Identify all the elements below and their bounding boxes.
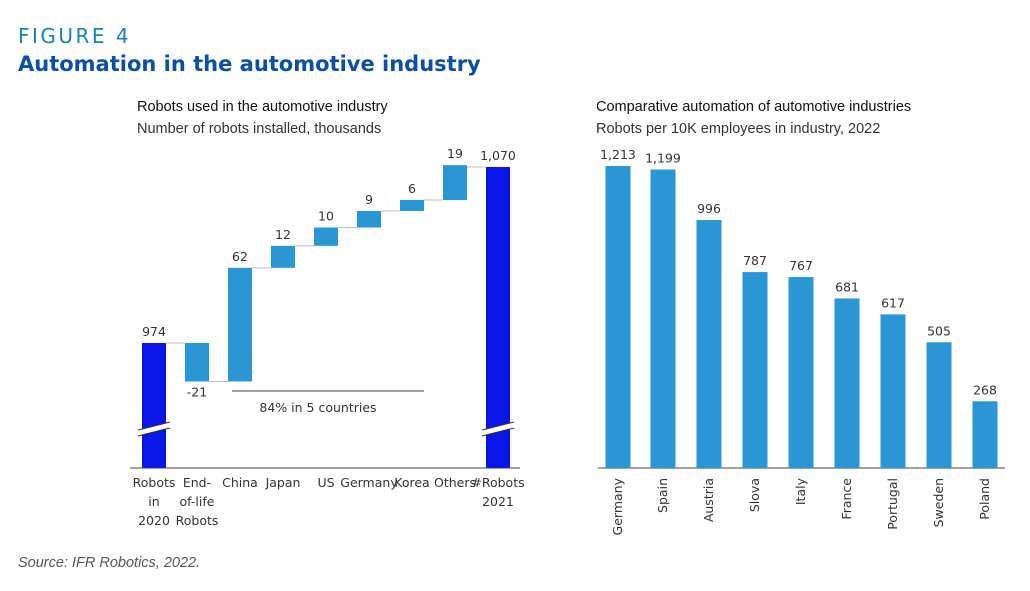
waterfall-value-label: 10 (318, 209, 334, 224)
country-bar (696, 220, 722, 468)
figure-title: Automation in the automotive industry (18, 52, 481, 76)
waterfall-category-label: of-life (180, 494, 215, 509)
country-value-label: 268 (973, 382, 997, 397)
country-value-label: 1,213 (600, 147, 636, 162)
waterfall-category-label: 2020 (138, 513, 170, 528)
country-category-label: Germany (610, 477, 625, 535)
waterfall-category-label: Robots (133, 475, 176, 490)
waterfall-value-label: 12 (275, 227, 291, 242)
axis-break-line (137, 421, 171, 431)
country-bar (834, 298, 860, 468)
country-value-label: 505 (927, 323, 951, 338)
country-value-label: 1,199 (645, 150, 681, 165)
axis-break-line (137, 427, 171, 437)
waterfall-category-label: Robots (176, 513, 219, 528)
country-bar (788, 277, 814, 468)
country-value-label: 767 (789, 258, 813, 273)
waterfall-category-label: Japan (265, 475, 301, 490)
country-value-label: 787 (743, 253, 767, 268)
left-chart-subtitle: Number of robots installed, thousands (137, 121, 382, 137)
waterfall-value-label: 974 (142, 324, 166, 339)
annotation-text: 84% in 5 countries (259, 400, 376, 415)
waterfall-bar-step (271, 245, 295, 268)
country-category-label: Poland (977, 478, 992, 520)
waterfall-category-label: Germany (340, 475, 398, 490)
country-category-label: Italy (793, 477, 808, 505)
country-value-label: 681 (835, 279, 859, 294)
axis-break-line (481, 427, 515, 437)
right-chart-title: Comparative automation of automotive ind… (596, 99, 912, 115)
left-chart-title: Robots used in the automotive industry (137, 99, 388, 115)
country-category-label: Portugal (885, 478, 900, 530)
source-note: Source: IFR Robotics, 2022. (18, 555, 201, 571)
figure-label: FIGURE 4 (18, 24, 132, 48)
waterfall-bar-step (185, 343, 209, 382)
waterfall-category-label: 2021 (482, 494, 514, 509)
country-category-label: Austria (701, 478, 716, 522)
waterfall-category-label: China (222, 475, 258, 490)
waterfall-bar-step (314, 227, 338, 246)
right-chart-subtitle: Robots per 10K employees in industry, 20… (596, 121, 881, 137)
country-category-label: France (839, 478, 854, 520)
waterfall-category-label: End- (183, 475, 211, 490)
waterfall-value-label: 19 (447, 146, 463, 161)
axis-break-gap (137, 422, 171, 436)
axis-break-line (481, 421, 515, 431)
country-category-label: Spain (655, 478, 670, 513)
country-bar (650, 169, 676, 468)
waterfall-value-label: 6 (408, 181, 416, 196)
country-bar (742, 272, 768, 468)
waterfall-value-label: -21 (187, 385, 207, 400)
country-category-label: Slova (747, 478, 762, 512)
country-bar (880, 314, 906, 468)
waterfall-category-label: Others (434, 475, 476, 490)
waterfall-category-label: #Robots (471, 475, 524, 490)
waterfall-bar-step (357, 211, 381, 228)
waterfall-category-label: Korea (394, 475, 429, 490)
waterfall-bar-step (400, 200, 424, 211)
waterfall-value-label: 1,070 (480, 148, 516, 163)
axis-break-gap (481, 422, 515, 436)
waterfall-category-label: in (148, 494, 159, 509)
country-value-label: 996 (697, 201, 721, 216)
waterfall-value-label: 62 (232, 249, 248, 264)
waterfall-value-label: 9 (365, 192, 373, 207)
country-bar (972, 401, 998, 468)
waterfall-category-label: US (317, 475, 334, 490)
waterfall-bar-step (443, 165, 467, 200)
country-category-label: Sweden (931, 478, 946, 527)
country-bar (605, 166, 631, 468)
waterfall-bar-total (486, 167, 510, 468)
country-bar (926, 342, 952, 468)
waterfall-bar-total (142, 343, 166, 468)
country-value-label: 617 (881, 295, 905, 310)
waterfall-bar-step (228, 267, 252, 382)
